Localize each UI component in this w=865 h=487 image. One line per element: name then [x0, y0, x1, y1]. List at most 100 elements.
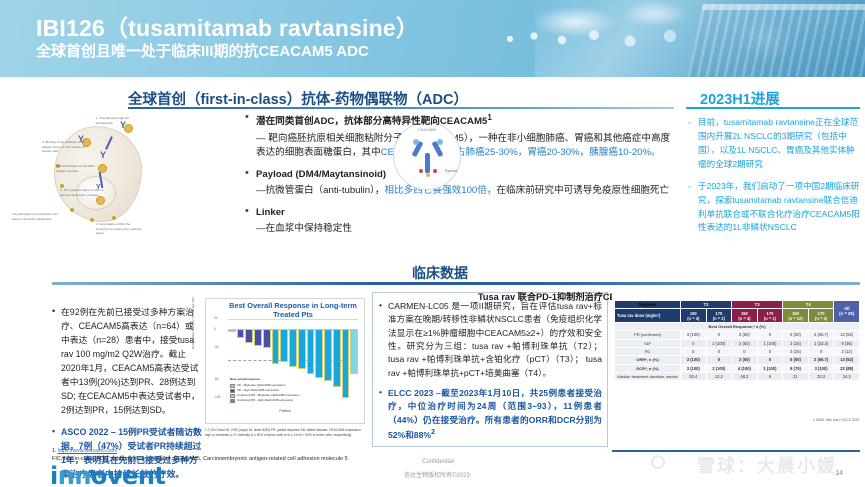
table-row-label: ORRᵃ, n (%) [614, 355, 681, 365]
antibody-glyph: Y [96, 184, 101, 191]
table-cell: 1 (100) [756, 363, 784, 374]
chart-bar [297, 329, 306, 369]
mid-bullet-1: CARMEN-LC05 是一项II期研究，旨在评估tusa rav+标准方案在晚… [378, 299, 602, 380]
chart-footnote: 1 J Clin Oncol 40, 2022 (suppl 16, abstr… [205, 428, 361, 437]
antibody-glyph: Y [120, 120, 127, 130]
table-row-label: PR (confirmed) [614, 330, 681, 340]
chart-bar [245, 329, 254, 344]
step-marker-2 [82, 138, 91, 147]
chart-ytick-30: -30 [214, 345, 219, 349]
chart-bar [315, 329, 324, 378]
table-cell: 33.3 [807, 371, 835, 382]
table-cell: 22 (88) [833, 363, 860, 374]
adc-bullet-2-title: Payload (DM4/Maytansinoid) [256, 168, 387, 180]
banner-dots-decoration [500, 22, 690, 56]
chart-bars [228, 329, 359, 401]
adc-icon-label: CEACAM5 [418, 128, 436, 132]
table-dose-t2-170: 170 (n = 2) [705, 308, 733, 323]
adc-detail-2-highlight: 相比多西它赛强效100倍， [384, 185, 497, 197]
confidential-label: Confidential [422, 459, 454, 465]
table-cell: 0 [705, 355, 733, 365]
table-cell: 2 (50) [731, 330, 758, 340]
adc-bullet-3-detail: —在血浆中保持稳定性 [256, 223, 352, 235]
table-cell: 9 (75) [782, 363, 809, 374]
right-panel-bottom-rule [612, 450, 860, 452]
mid-panel-bullets: CARMEN-LC05 是一项II期研究，旨在评估tusa rav+标准方案在晚… [378, 299, 602, 449]
table-section-label: Best Overall Response,ᵃ n (%) [614, 321, 860, 332]
diagram-caption-4: 4. Degradation within the lysosome to re… [96, 222, 142, 236]
cell-nucleus-shape [76, 176, 116, 210]
table-group-t3: T3 [731, 299, 784, 310]
adc-mechanism-diagram: Y Y Y Y 1. Travelling through the bloods… [12, 112, 144, 264]
adc-detail-2-post: 在临床前研究中可诱导免疫原性细胞死亡 [496, 185, 670, 197]
header-banner: IBI126（tusamitamab ravtansine） 全球首创且唯一处于… [0, 0, 865, 77]
chart-bar [289, 329, 297, 368]
table-cell: 13.2 [705, 371, 733, 382]
page-subtitle: 全球首创且唯一处于临床III期的抗CEACAM5 ADC [36, 43, 369, 60]
table-cell: 2 (100) [705, 338, 733, 348]
adc-bullet-1: 潜在同类首创ADC，抗体部分高特异性靶向CEACAM51 [243, 111, 673, 130]
table-cell: 3 (25) [782, 346, 809, 357]
chart-title: Best Overall Response in Long-term Treat… [229, 301, 357, 320]
company-logo: innovent [50, 462, 166, 487]
table-cell: 21 [782, 371, 809, 382]
table-cell: 6 (50) [782, 330, 809, 340]
table-cell: 2 (50) [731, 355, 758, 365]
table-group-all: All (n = 25) [833, 300, 860, 323]
chart-bar [324, 329, 332, 381]
table-cell: 3 (100) [680, 363, 707, 374]
chart-y-axis-label: Best Relative Tumor Shrinkage (%) [191, 297, 195, 349]
table-cell: 3 (100) [680, 355, 707, 365]
page-number: 14 [835, 470, 843, 477]
table-dose-label: Tusa rav dose (mg/m²) [614, 308, 681, 323]
progress-item-1: 目前，tusamitamab ravtansine正在全球范围内开展2L NSC… [688, 116, 860, 172]
table-cell: 3 (100) [807, 363, 835, 374]
chart-bar [341, 329, 350, 399]
table-row-label: Median treatment duration, weeks [614, 371, 681, 382]
table-group-t4: T4 [782, 299, 835, 310]
chart-bar [254, 329, 262, 347]
table-dose-header-row: Tusa rav dose (mg/m²) 150 (n = 3) 170 (n =… [614, 308, 860, 323]
chart-bar [306, 329, 315, 374]
adc-section-heading: 全球首创（first-in-class）抗体-药物偶联物（ADC） [128, 92, 468, 108]
footnote-reference: 1. https://www.ceacam5.com/ [52, 448, 117, 454]
legend-entry-4: Confirmed PR - High CEACAM5 expression [230, 398, 300, 403]
adc-bullet-3: Linker [243, 205, 673, 220]
adc-detail-1-highlight: CEACAM5高表达占肺癌25-30%，胃癌20-30%，胰腺癌10-20%。 [380, 147, 661, 159]
progress-section-heading: 2023H1进展 [700, 92, 780, 108]
table-dose-t4-150: 150 (n = 12) [782, 308, 809, 323]
antibody-glyph: Y [100, 150, 107, 160]
chart-x-axis-label: Patient [279, 409, 291, 413]
chart-bar [228, 329, 236, 332]
adc-bullet-3-title: Linker [256, 206, 285, 218]
progress-item-2: 于2023年，我们启动了一项中国2期临床研究，探索tusamitamab rav… [688, 180, 860, 236]
table-cell: 0 [756, 330, 784, 340]
table-group-t2: T2 [679, 299, 733, 310]
table-cell: 0 [705, 330, 733, 340]
chart-ytick-100: -100 [214, 395, 221, 399]
table-cell: 0 [807, 346, 835, 357]
chart-legend: Best overall response SD - Moderate CEAC… [230, 377, 300, 403]
table-cell: 0 [705, 346, 733, 357]
chart-ytick-80: -80 [214, 377, 219, 381]
footnote-link[interactable]: https://www.ceacam5.com/ [57, 448, 118, 454]
adc-bullet-2-detail: —抗微管蛋白（anti-tubulin），相比多西它赛强效100倍，在临床前研究… [256, 184, 673, 199]
adc-bullet-1-title: 潜在同类首创ADC，抗体部分高特异性靶向CEACAM51 [256, 113, 492, 128]
table-cell: 0 [680, 338, 707, 348]
table-dose-t3-150: 150 (n = 4) [731, 308, 758, 323]
adc-detail-2-pre: —抗微管蛋白（anti-tubulin）， [256, 185, 385, 197]
table-row: DCRᵃ, n (%) 3 (100) 2 (100) 4 (100) 1 (100) 9… [614, 363, 860, 374]
watermark-circle-icon [651, 455, 665, 469]
chart-bar [332, 329, 341, 387]
table-cell: 1 (33.3) [807, 338, 835, 348]
progress-list: 目前，tusamitamab ravtansine正在全球范围内开展2L NSC… [688, 116, 860, 243]
table-cell: 13 (52) [833, 355, 860, 365]
chart-bar [280, 329, 289, 363]
table-regimen-header: Regimen [614, 299, 681, 310]
table-dose-t4-170: 170 (n = 3) [807, 308, 835, 323]
clinical-data-heading: 临床数据 [412, 265, 468, 281]
adc-detail-1-pre: — 靶向癌胚抗原相关细胞粘附分子5（CEACAM5），一种在非小细胞肺癌、胃癌和… [256, 132, 671, 159]
table-cell: 0 [731, 346, 758, 357]
copyright-label: 信达生物版权所有©2023 [404, 473, 470, 479]
